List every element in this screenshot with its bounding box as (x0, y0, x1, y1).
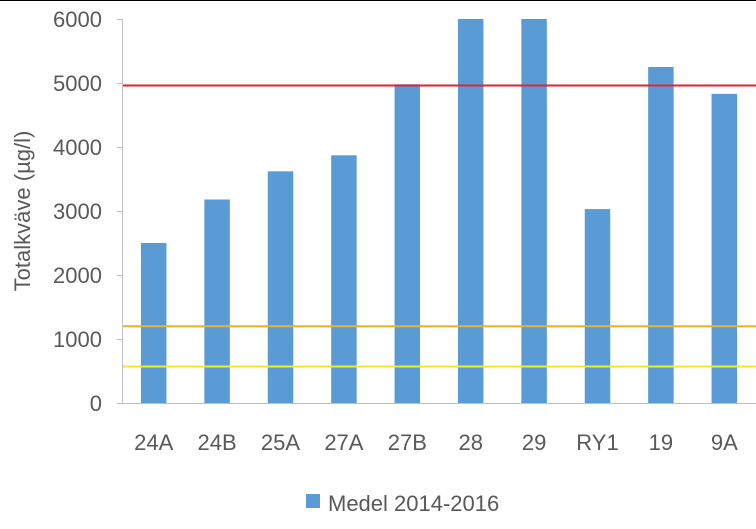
x-tick-label: RY1 (576, 430, 618, 455)
bar-9a (711, 93, 738, 403)
x-tick-label: 27A (324, 430, 363, 455)
legend-label: Medel 2014-2016 (328, 491, 499, 516)
bar-27b (394, 84, 421, 403)
y-tick-label: 6000 (53, 7, 102, 32)
bar-27a (331, 155, 357, 403)
bar-28 (457, 19, 484, 403)
bar-ry1 (584, 209, 611, 403)
reference-lines-group (122, 84, 756, 368)
bars-group (140, 19, 738, 403)
legend-swatch (306, 494, 320, 508)
y-tick-label: 3000 (53, 199, 102, 224)
bar-25a (267, 171, 294, 403)
x-tick-label: 25A (261, 430, 300, 455)
x-tick-label: 24A (134, 430, 173, 455)
x-tick-label: 19 (649, 430, 673, 455)
y-tick-label: 2000 (53, 263, 102, 288)
y-ticks-group: 0 1000 2000 3000 4000 5000 6000 (53, 7, 122, 416)
bar-29 (521, 19, 547, 403)
x-tick-label: 27B (388, 430, 427, 455)
x-tick-label: 9A (711, 430, 738, 455)
bar-19 (648, 67, 674, 403)
y-tick-label: 0 (90, 391, 102, 416)
bar-24b (204, 199, 230, 403)
y-axis-label: Totalkväve (µg/l) (10, 131, 35, 292)
y-tick-label: 1000 (53, 327, 102, 352)
x-tick-label: 24B (198, 430, 237, 455)
legend: Medel 2014-2016 (306, 491, 499, 516)
y-tick-label: 5000 (53, 71, 102, 96)
bar-24a (140, 243, 167, 403)
y-tick-label: 4000 (53, 135, 102, 160)
x-tick-label: 29 (522, 430, 546, 455)
x-ticks-group: 24A 24B 25A 27A 27B 28 29 RY1 19 9A (134, 430, 738, 455)
x-tick-label: 28 (458, 430, 482, 455)
